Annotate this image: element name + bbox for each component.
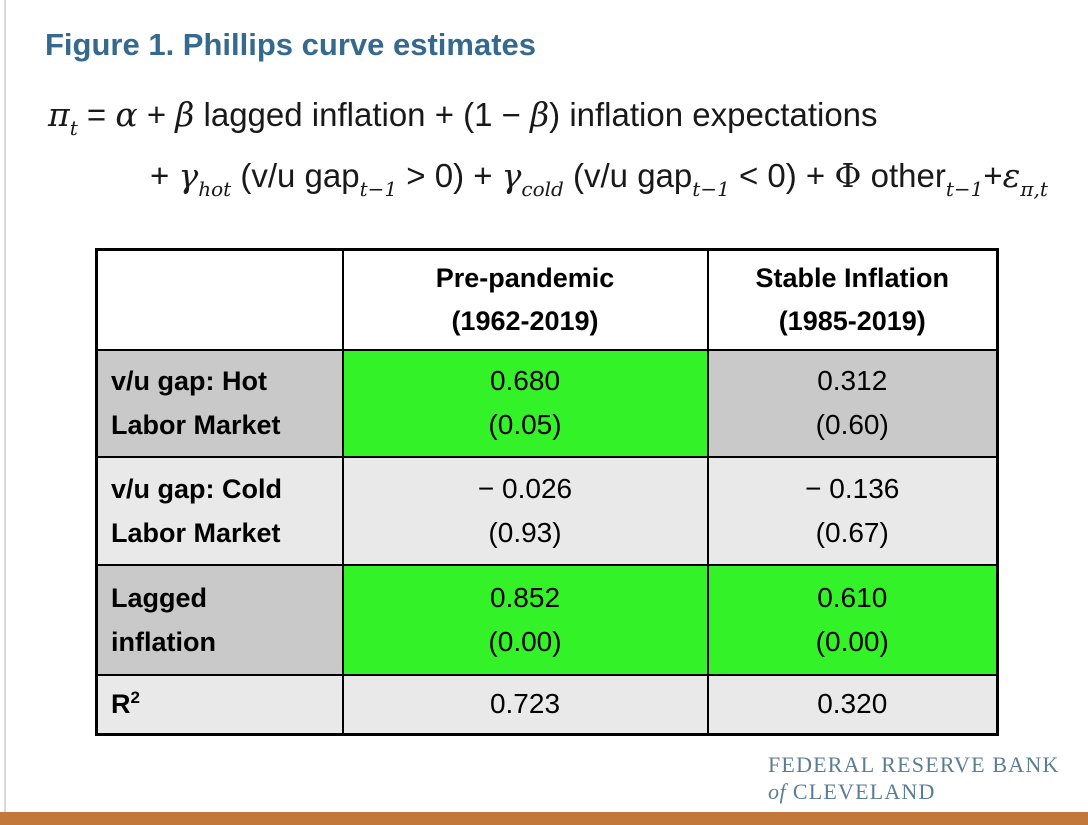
epsilon-symbol: ε bbox=[1002, 156, 1021, 195]
col-header-pre-pandemic: Pre-pandemic (1962-2019) bbox=[341, 248, 709, 351]
row-label-r-squared: R2 bbox=[95, 673, 344, 736]
equation-line-2: + γhot (v/u gapt−1 > 0) + γcold (v/u gap… bbox=[150, 145, 1048, 206]
phi-symbol: Φ bbox=[834, 156, 862, 195]
cell-estimate: 0.320 bbox=[817, 688, 888, 720]
bottom-accent-bar bbox=[0, 812, 1088, 825]
row-label-line: Labor Market bbox=[111, 410, 281, 440]
row-label-vu-gap-hot: v/u gap: Hot Labor Market bbox=[95, 348, 344, 458]
equation-text: lagged inflation + (1 − bbox=[194, 96, 531, 133]
row-label-line: v/u gap: Hot bbox=[111, 366, 267, 396]
bank-logo-line1: FEDERAL RESERVE BANK bbox=[768, 752, 1060, 777]
table-header-row: Pre-pandemic (1962-2019) Stable Inflatio… bbox=[95, 248, 999, 351]
cell-pvalue: (0.93) bbox=[488, 516, 562, 548]
equation-text: = bbox=[77, 96, 116, 133]
col-header-line: Pre-pandemic bbox=[435, 262, 615, 293]
cell-estimate: 0.723 bbox=[489, 688, 561, 720]
equation-text: + bbox=[983, 157, 1003, 194]
subscript: t−1 bbox=[359, 177, 398, 201]
equation-text: < 0) + bbox=[729, 157, 835, 194]
table-row: v/u gap: Cold Labor Market − 0.026 (0.93… bbox=[95, 455, 999, 566]
equation: πt = α + β lagged inflation + (1 − β) in… bbox=[48, 84, 1048, 206]
cell-pvalue: (0.00) bbox=[815, 625, 889, 657]
subscript: t bbox=[69, 116, 78, 140]
gamma-symbol: γ bbox=[178, 156, 199, 195]
alpha-symbol: α bbox=[115, 95, 138, 134]
cell-estimate: − 0.026 bbox=[477, 472, 573, 504]
beta-symbol: β bbox=[175, 95, 195, 134]
cell-estimate: 0.680 bbox=[489, 365, 561, 396]
cell-estimate: 0.852 bbox=[489, 581, 561, 613]
row-label-line: v/u gap: Cold bbox=[111, 473, 282, 504]
bank-logo-of: of bbox=[768, 779, 787, 804]
subscript: t−1 bbox=[692, 177, 730, 201]
cell-r2-stable: 0.320 bbox=[706, 673, 999, 736]
row-label-line: R2 bbox=[111, 689, 342, 720]
equation-line-1: πt = α + β lagged inflation + (1 − β) in… bbox=[48, 84, 1048, 145]
cell-pvalue: (0.05) bbox=[488, 409, 562, 440]
cell-estimate: 0.610 bbox=[817, 581, 888, 613]
col-header-empty bbox=[95, 248, 344, 351]
table-row: v/u gap: Hot Labor Market 0.680 (0.05) 0… bbox=[95, 348, 999, 458]
cell-hot-prepandemic: 0.680 (0.05) bbox=[341, 348, 709, 458]
subscript: hot bbox=[198, 177, 232, 201]
col-header-line: (1985-2019) bbox=[778, 305, 926, 336]
bank-logo-line2: of CLEVELAND bbox=[768, 778, 1060, 805]
row-label-line: Lagged bbox=[111, 582, 208, 613]
col-header-line: (1962-2019) bbox=[451, 305, 599, 336]
equation-text: (v/u gap bbox=[563, 157, 693, 194]
cell-cold-stable: − 0.136 (0.67) bbox=[706, 455, 999, 566]
cell-pvalue: (0.60) bbox=[815, 409, 889, 440]
cell-lagged-prepandemic: 0.852 (0.00) bbox=[341, 563, 709, 676]
subscript: t−1 bbox=[945, 177, 984, 201]
bank-logo-city: CLEVELAND bbox=[786, 779, 936, 804]
subscript: cold bbox=[521, 177, 564, 201]
row-label-vu-gap-cold: v/u gap: Cold Labor Market bbox=[95, 455, 344, 566]
row-label-lagged-inflation: Lagged inflation bbox=[95, 563, 344, 676]
r-squared-base: R bbox=[111, 688, 131, 719]
estimates-table: Pre-pandemic (1962-2019) Stable Inflatio… bbox=[95, 248, 999, 736]
cell-estimate: 0.312 bbox=[817, 365, 888, 396]
equation-text: (v/u gap bbox=[231, 157, 360, 194]
cell-estimate: − 0.136 bbox=[805, 472, 900, 504]
equation-text: other bbox=[861, 157, 946, 194]
equation-text: + bbox=[150, 157, 179, 194]
table-row: R2 0.723 0.320 bbox=[95, 673, 999, 736]
row-label-line: inflation bbox=[111, 626, 216, 657]
col-header-line: Stable Inflation bbox=[755, 262, 949, 293]
gamma-symbol: γ bbox=[501, 156, 522, 195]
row-label-line: Labor Market bbox=[111, 517, 281, 548]
cell-r2-prepandemic: 0.723 bbox=[341, 673, 709, 736]
cell-pvalue: (0.00) bbox=[488, 625, 562, 657]
bank-logo: FEDERAL RESERVE BANK of CLEVELAND bbox=[768, 751, 1060, 805]
figure-title: Figure 1. Phillips curve estimates bbox=[45, 27, 537, 62]
cell-lagged-stable: 0.610 (0.00) bbox=[706, 563, 999, 676]
equation-text: + bbox=[137, 96, 176, 133]
beta-symbol: β bbox=[530, 95, 550, 134]
left-accent-rule bbox=[4, 0, 6, 825]
cell-cold-prepandemic: − 0.026 (0.93) bbox=[341, 455, 709, 566]
cell-pvalue: (0.67) bbox=[815, 516, 889, 548]
r-squared-exponent: 2 bbox=[130, 687, 140, 707]
pi-symbol: π bbox=[48, 95, 70, 134]
table-row: Lagged inflation 0.852 (0.00) 0.610 (0.0… bbox=[95, 563, 999, 676]
equation-text: ) inflation expectations bbox=[549, 96, 878, 133]
col-header-stable-inflation: Stable Inflation (1985-2019) bbox=[706, 248, 999, 351]
equation-text: > 0) + bbox=[397, 157, 502, 194]
subscript: π,t bbox=[1020, 177, 1048, 201]
cell-hot-stable: 0.312 (0.60) bbox=[706, 348, 999, 458]
